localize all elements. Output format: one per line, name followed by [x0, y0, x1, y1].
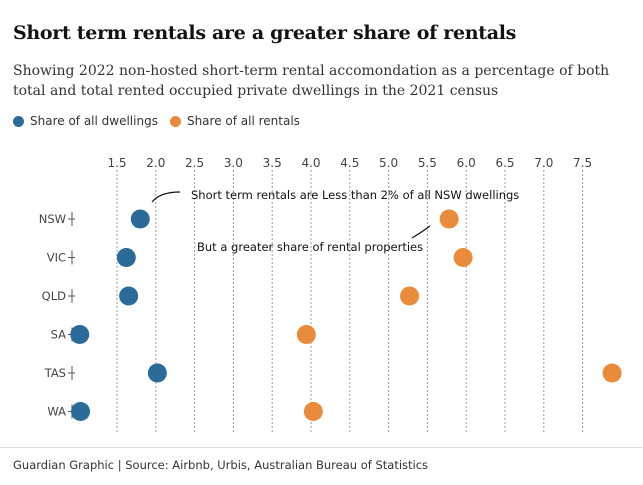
legend-item-dwellings: Share of all dwellings	[13, 114, 158, 128]
rentals-point-qld[interactable]	[400, 286, 420, 306]
dwellings-point-sa[interactable]	[70, 325, 90, 344]
dwellings-point-vic[interactable]	[116, 248, 136, 267]
legend-swatch-rentals	[169, 115, 181, 127]
x-tick-label: 5.5	[418, 156, 437, 170]
dwellings-point-nsw[interactable]	[130, 209, 150, 229]
category-label: WA	[47, 405, 66, 419]
x-tick-label: 3.5	[263, 156, 282, 170]
x-tick-label: 2.0	[146, 156, 165, 170]
x-tick-label: 1.5	[107, 156, 126, 170]
chart-subtitle: Showing 2022 non-hosted short-term renta…	[13, 63, 610, 99]
footer-source: Guardian Graphic | Source: Airbnb, Urbis…	[13, 458, 429, 472]
category-labels: NSW VIC QLD SA TAS WA	[39, 212, 75, 419]
legend: Share of all dwellings Share of all rent…	[13, 114, 312, 128]
annotation-text-1: Short term rentals are Less than 2% of a…	[191, 188, 519, 202]
annotation-leader-line-2	[411, 225, 431, 239]
x-tick-label: 7.5	[573, 156, 592, 170]
rentals-point-nsw[interactable]	[439, 209, 459, 229]
rentals-point-sa[interactable]	[296, 325, 316, 344]
footer-divider	[0, 447, 643, 448]
x-tick-label: 4.5	[340, 156, 359, 170]
legend-label-rentals: Share of all rentals	[186, 114, 300, 128]
x-tick-label: 2.5	[185, 156, 204, 170]
dwellings-point-qld[interactable]	[119, 286, 139, 306]
category-label: SA	[51, 328, 67, 342]
rentals-point-tas[interactable]	[602, 363, 622, 383]
dot-plot-chart: 1.5 2.0 2.5 3.0 3.5 4.0 4.5 5.0 5.5 6.0 6.5 7.0 7.5 …	[39, 156, 622, 432]
x-tick-label: 6.0	[457, 156, 476, 170]
category-label: VIC	[47, 251, 66, 265]
legend-item-rentals: Share of all rentals	[169, 114, 300, 128]
dwellings-point-tas[interactable]	[147, 363, 167, 383]
annotation-leader-line-1	[151, 191, 181, 203]
data-points	[70, 209, 622, 421]
x-tick-label: 7.0	[534, 156, 553, 170]
x-tick-label: 3.0	[224, 156, 243, 170]
category-label: TAS	[44, 366, 66, 380]
legend-label-dwellings: Share of all dwellings	[30, 114, 158, 128]
chart-title: Short term rentals are a greater share o…	[13, 22, 517, 44]
grid-layer	[116, 170, 584, 432]
dwellings-point-wa[interactable]	[71, 402, 91, 421]
rentals-point-vic[interactable]	[453, 248, 473, 267]
legend-swatch-dwellings	[13, 115, 24, 127]
category-label: NSW	[39, 212, 66, 226]
annotations: Short term rentals are Less than 2% of a…	[151, 188, 519, 254]
x-tick-label: 6.5	[495, 156, 514, 170]
category-label: QLD	[42, 289, 66, 303]
rentals-point-wa[interactable]	[303, 402, 323, 421]
annotation-text-2: But a greater share of rental properties	[197, 240, 423, 254]
x-tick-labels: 1.5 2.0 2.5 3.0 3.5 4.0 4.5 5.0 5.5 6.0 6.5 7.0 7.5	[107, 156, 592, 170]
x-tick-label: 5.0	[379, 156, 398, 170]
x-tick-label: 4.0	[301, 156, 320, 170]
